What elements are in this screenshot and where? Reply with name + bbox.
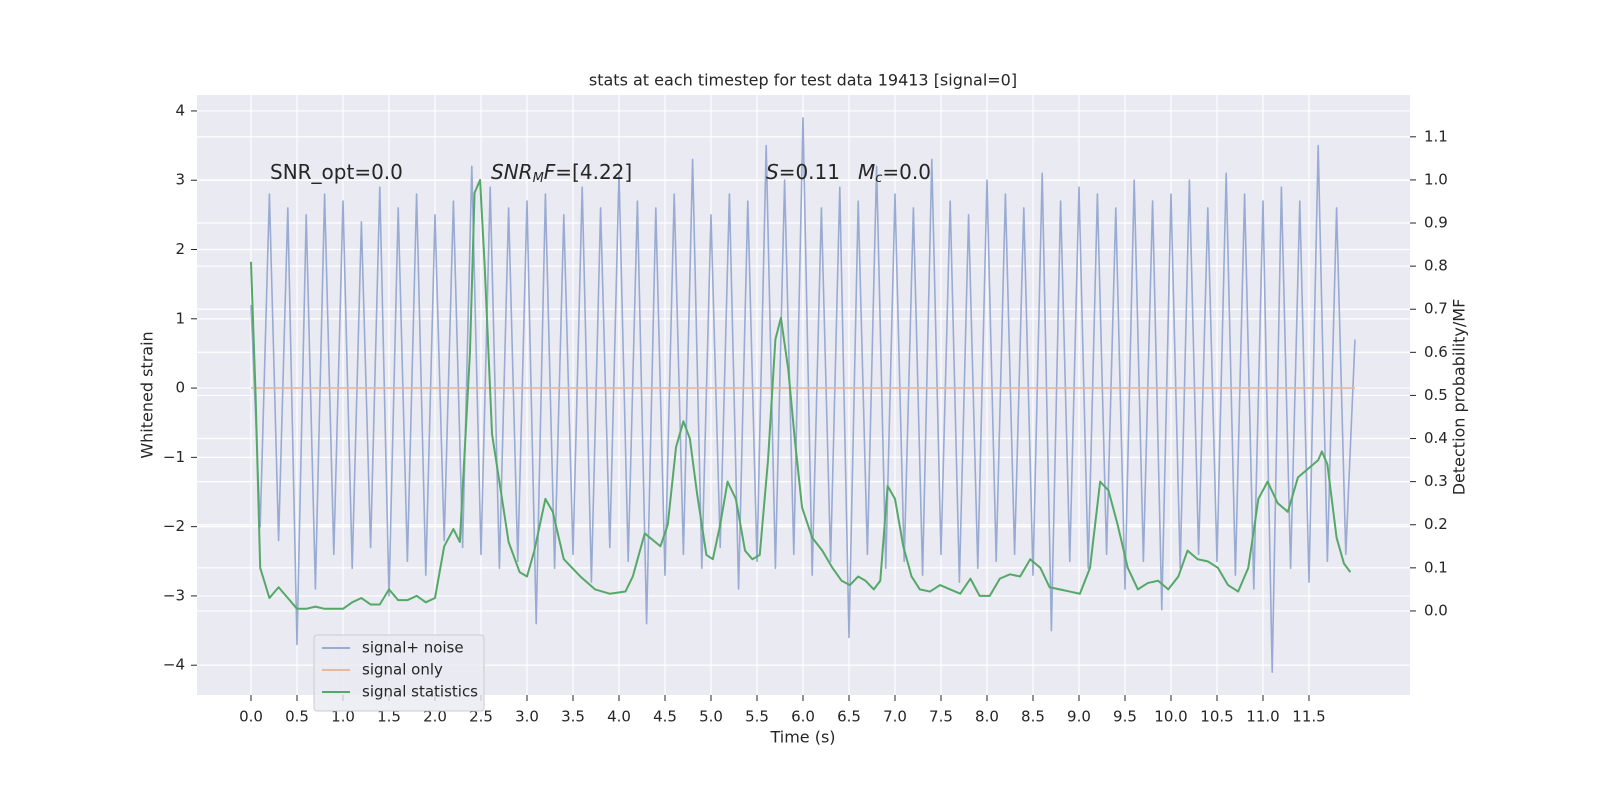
legend-label: signal+ noise: [362, 639, 464, 657]
x-tick-label: 9.0: [1067, 708, 1091, 726]
annotation-text: F: [544, 160, 556, 184]
y-tick-label: −2: [163, 517, 185, 535]
y2-tick-label: 1.1: [1424, 127, 1448, 145]
y-tick-label: 4: [175, 101, 185, 119]
x-tick-label: 3.5: [561, 708, 585, 726]
y2-tick-label: 0.6: [1424, 343, 1448, 361]
x-tick-label: 3.0: [515, 708, 539, 726]
x-tick-label: 5.5: [745, 708, 769, 726]
x-tick-label: 10.5: [1200, 708, 1233, 726]
y2-axis-label: Detection probability/MF: [1450, 299, 1469, 496]
x-tick-label: 8.5: [1021, 708, 1045, 726]
y2-tick-label: 0.8: [1424, 257, 1448, 275]
ticks: 0.0 0.5 1.0 1.5 2.0 2.5 3.0 3.5 4.0 4.5 5.0 5.5 6.0 6…: [163, 101, 1448, 725]
annotation-text: S: [766, 160, 779, 184]
legend-label: signal only: [362, 661, 443, 679]
x-tick-label: 11.5: [1292, 708, 1325, 726]
annotation-text: SNR_opt=0.0: [270, 160, 403, 184]
annotation: Mc=0.0: [858, 160, 931, 186]
y-tick-label: −1: [163, 448, 185, 466]
x-axis-label: Time (s): [769, 728, 835, 747]
annotation-text: =0.0: [882, 160, 931, 184]
x-tick-label: 6.0: [791, 708, 815, 726]
x-tick-label: 7.0: [883, 708, 907, 726]
y2-tick-label: 0.4: [1424, 429, 1448, 447]
x-tick-label: 4.0: [607, 708, 631, 726]
series-line: [250, 117, 1356, 673]
annotation: SNR_opt=0.0: [270, 160, 403, 184]
annotation-text: =[4.22]: [555, 160, 632, 184]
series-line: [250, 178, 1352, 610]
annotation-text: SNR: [491, 160, 533, 184]
y2-tick-label: 1.0: [1424, 170, 1448, 188]
annotation: S=0.11: [766, 160, 840, 184]
chart-title: stats at each timestep for test data 194…: [589, 71, 1017, 90]
y2-tick-label: 0.1: [1424, 558, 1448, 576]
y2-tick-label: 0.7: [1424, 300, 1448, 318]
x-tick-label: 10.0: [1154, 708, 1187, 726]
y-tick-label: −4: [163, 656, 185, 674]
y2-tick-label: 0.5: [1424, 386, 1448, 404]
x-tick-label: 1.0: [331, 708, 355, 726]
x-tick-label: 1.5: [377, 708, 401, 726]
x-tick-label: 9.5: [1113, 708, 1137, 726]
legend-box: [313, 634, 485, 712]
x-tick-label: 7.5: [929, 708, 953, 726]
x-tick-label: 5.0: [699, 708, 723, 726]
legend: signal+ noise signal only signal statistic…: [313, 634, 485, 712]
annotation-text: c: [875, 171, 882, 186]
y-tick-label: −3: [163, 586, 185, 604]
annotation-text: M: [533, 171, 544, 186]
y-tick-label: 2: [175, 240, 185, 258]
legend-label: signal statistics: [362, 683, 478, 701]
y-tick-label: 3: [175, 171, 185, 189]
x-tick-label: 0.5: [285, 708, 309, 726]
x-tick-label: 11.0: [1246, 708, 1279, 726]
annotation-text: M: [858, 160, 875, 184]
y2-tick-label: 0.2: [1424, 515, 1448, 533]
y2-tick-label: 0.0: [1424, 601, 1448, 619]
x-tick-label: 6.5: [837, 708, 861, 726]
annotation-text: =0.11: [779, 160, 840, 184]
y-axis-label: Whitened strain: [138, 331, 157, 458]
y2-tick-label: 0.9: [1424, 214, 1448, 232]
x-tick-label: 2.0: [423, 708, 447, 726]
y-tick-label: 0: [175, 379, 185, 397]
annotation: SNRMF=[4.22]: [491, 160, 632, 186]
x-tick-label: 2.5: [469, 708, 493, 726]
marks: [250, 117, 1356, 673]
x-tick-label: 0.0: [239, 708, 263, 726]
y2-tick-label: 0.3: [1424, 472, 1448, 490]
x-tick-label: 8.0: [975, 708, 999, 726]
y-tick-label: 1: [175, 309, 185, 327]
x-tick-label: 4.5: [653, 708, 677, 726]
